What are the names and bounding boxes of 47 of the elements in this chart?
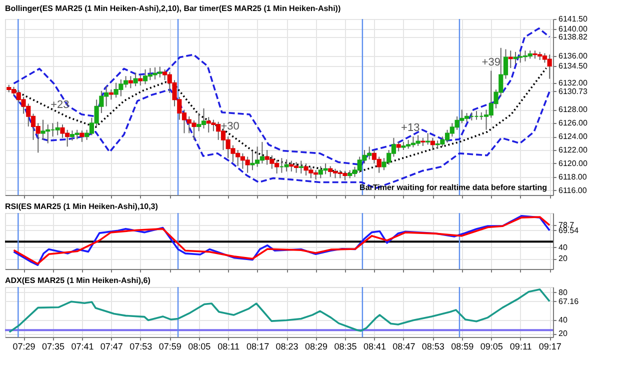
x-tick-label: 07:29 (12, 342, 36, 352)
y-tick-label: 6126.00 (558, 118, 588, 128)
y-tick-label: 6116.00 (558, 186, 588, 195)
x-tick-label: 07:41 (71, 342, 94, 352)
y-tick-label: 6136.00 (558, 51, 588, 60)
x-tick-label: 08:41 (363, 342, 386, 352)
y-tick-label: 6141.50 (558, 14, 588, 24)
y-tick-label: 6128.00 (558, 105, 588, 114)
y-tick-label: 6130.73 (558, 86, 588, 96)
y-tick-label: 20 (558, 329, 568, 338)
x-tick-label: 07:53 (130, 342, 152, 352)
y-tick-label: 40 (558, 242, 568, 252)
x-tick-label: 08:35 (334, 342, 357, 352)
annotation: +30 (220, 120, 240, 133)
y-tick-label: 6134.50 (558, 62, 588, 71)
x-tick-label: 08:29 (305, 342, 328, 352)
x-tick-label: 09:17 (538, 342, 562, 352)
x-tick-label: 07:47 (100, 342, 123, 352)
x-tick-label: 08:23 (276, 342, 298, 352)
x-tick-label: 08:11 (218, 342, 240, 352)
annotation: +23 (50, 99, 70, 112)
y-tick-label: 67.16 (558, 296, 580, 306)
y-tick-label: 6118.00 (558, 172, 588, 182)
y-tick-label: 6124.00 (558, 132, 588, 142)
x-tick-label: 08:53 (422, 342, 444, 352)
annotation: +39 (482, 56, 500, 69)
y-tick-label: 40 (558, 315, 568, 324)
x-tick-label: 09:05 (480, 342, 503, 352)
y-tick-label: 69.54 (558, 226, 580, 235)
y-tick-label: 6138.82 (558, 32, 588, 42)
chart-title: RSI(ES MAR25 (1 Min Heiken-Ashi),10,3) (5, 202, 158, 211)
x-tick-label: 07:35 (42, 342, 64, 352)
x-tick-label: 07:59 (158, 342, 182, 352)
y-tick-label: 6132.00 (558, 78, 588, 88)
y-tick-label: 80 (558, 288, 568, 297)
x-tick-label: 08:59 (451, 342, 474, 352)
chart-title: Bollinger(ES MAR25 (1 Min Heiken-Ashi),2,10), Bar timer(ES MAR25 (1 Min Heiken-Ashi)) (5, 4, 341, 13)
y-tick-label: 20 (558, 254, 568, 264)
x-tick-label: 08:47 (392, 342, 416, 352)
x-tick-label: 08:17 (246, 342, 270, 352)
chart-title: ADX(ES MAR25 (1 Min Heiken-Ashi),6) (5, 276, 151, 285)
y-tick-label: 6120.00 (558, 158, 588, 168)
y-tick-label: 6122.00 (558, 145, 588, 154)
x-tick-label: 09:11 (510, 342, 532, 352)
x-tick-label: 08:05 (188, 342, 211, 352)
annotation: +13 (401, 122, 420, 134)
y-tick-label: 6140.00 (558, 24, 588, 34)
